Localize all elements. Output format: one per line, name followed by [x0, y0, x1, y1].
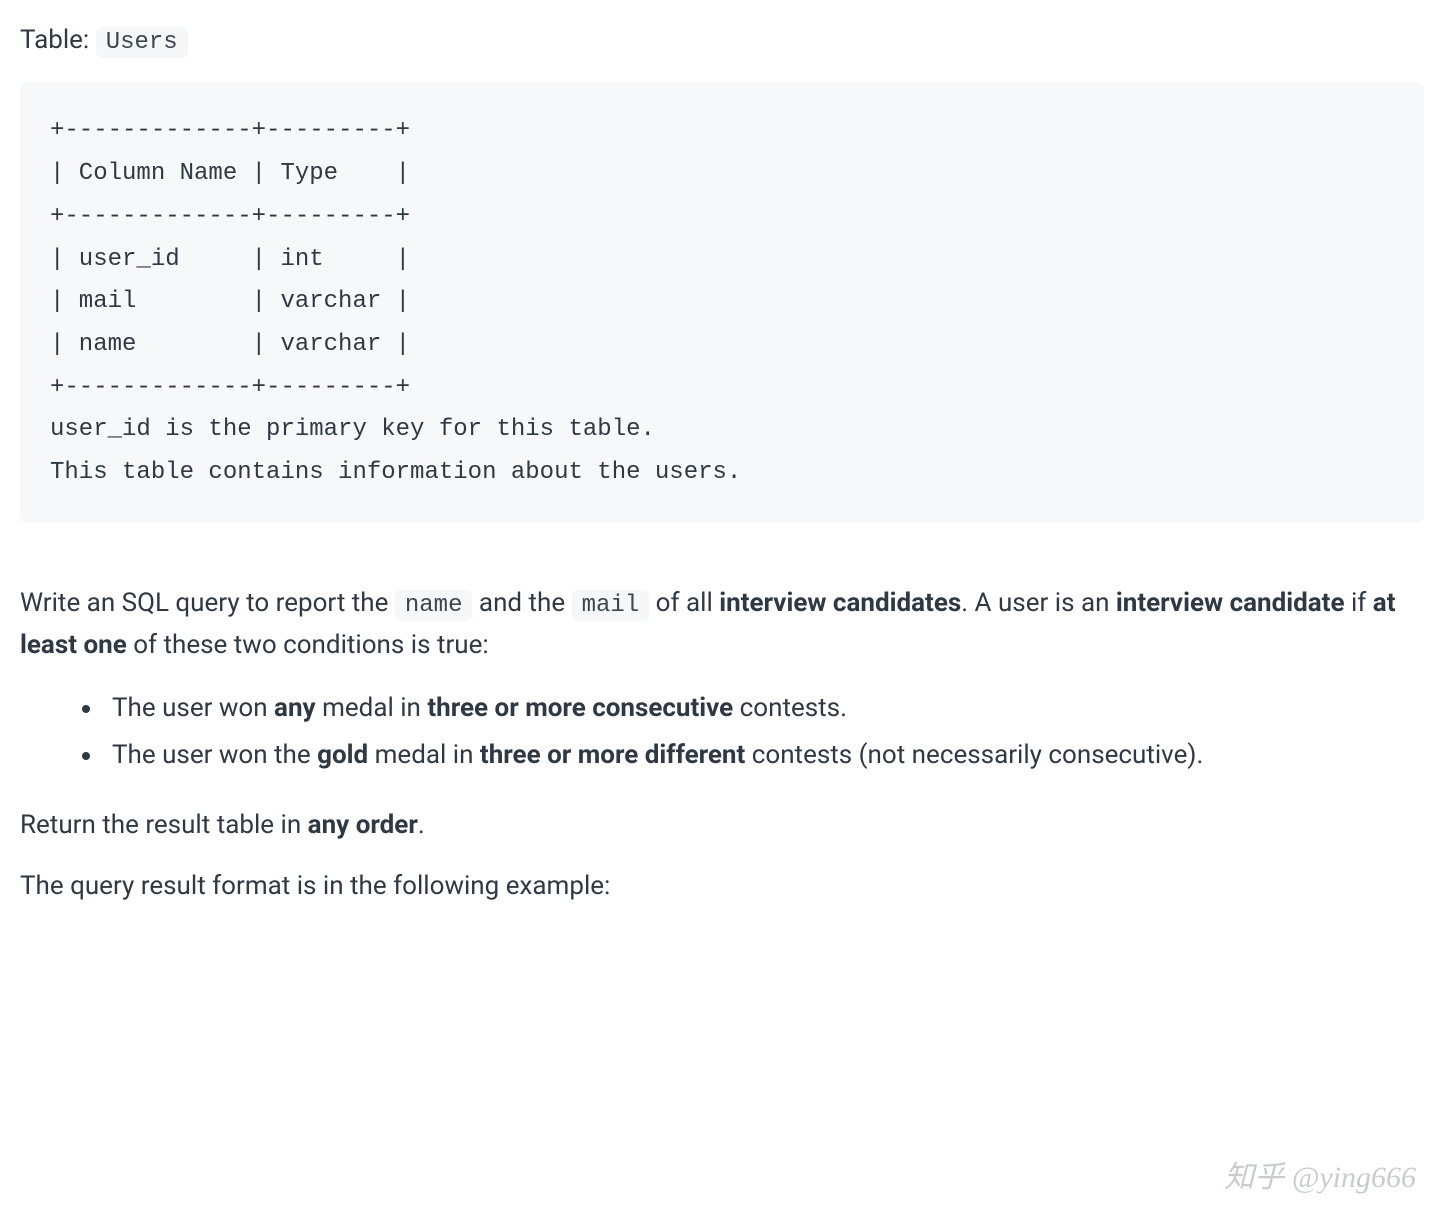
conditions-list: The user won any medal in three or more …: [20, 687, 1424, 777]
li2-s2: medal in: [368, 740, 480, 770]
intro-bold2: interview candidate: [1116, 588, 1345, 618]
return-line: Return the result table in any order.: [20, 805, 1424, 847]
inline-code-name: name: [395, 590, 473, 621]
li1-b2: three or more consecutive: [427, 693, 733, 723]
list-item: The user won any medal in three or more …: [104, 687, 1424, 730]
document-content: Table: Users +-------------+---------+ |…: [20, 20, 1424, 968]
table-name-code: Users: [96, 27, 188, 58]
li1-s2: medal in: [316, 693, 428, 723]
intro-seg2: and the: [472, 588, 571, 618]
li2-s1: The user won the: [112, 740, 317, 770]
li2-b1: gold: [317, 740, 368, 770]
li1-b1: any: [274, 693, 316, 723]
li1-s1: The user won: [112, 693, 274, 723]
intro-bold1: interview candidates: [719, 588, 961, 618]
intro-seg1: Write an SQL query to report the: [20, 588, 395, 618]
list-item: The user won the gold medal in three or …: [104, 734, 1424, 777]
intro-seg6: of these two conditions is true:: [127, 630, 489, 660]
li1-s3: contests.: [733, 693, 847, 723]
intro-paragraph: Write an SQL query to report the name an…: [20, 583, 1424, 667]
table-header-line: Table: Users: [20, 20, 1424, 62]
watermark: 知乎 @ying666: [1224, 1152, 1416, 1196]
inline-code-mail: mail: [572, 590, 650, 621]
intro-seg3: of all: [649, 588, 719, 618]
return-b1: any order: [308, 810, 418, 840]
return-s2: .: [418, 810, 425, 840]
table-label: Table:: [20, 25, 96, 55]
li2-s3: contests (not necessarily consecutive).: [745, 740, 1203, 770]
intro-seg5: if: [1345, 588, 1373, 618]
li2-b2: three or more different: [480, 740, 745, 770]
intro-seg4: . A user is an: [961, 588, 1116, 618]
schema-code-block: +-------------+---------+ | Column Name …: [20, 82, 1424, 522]
return-s1: Return the result table in: [20, 810, 308, 840]
footer-line: The query result format is in the follow…: [20, 866, 1424, 908]
